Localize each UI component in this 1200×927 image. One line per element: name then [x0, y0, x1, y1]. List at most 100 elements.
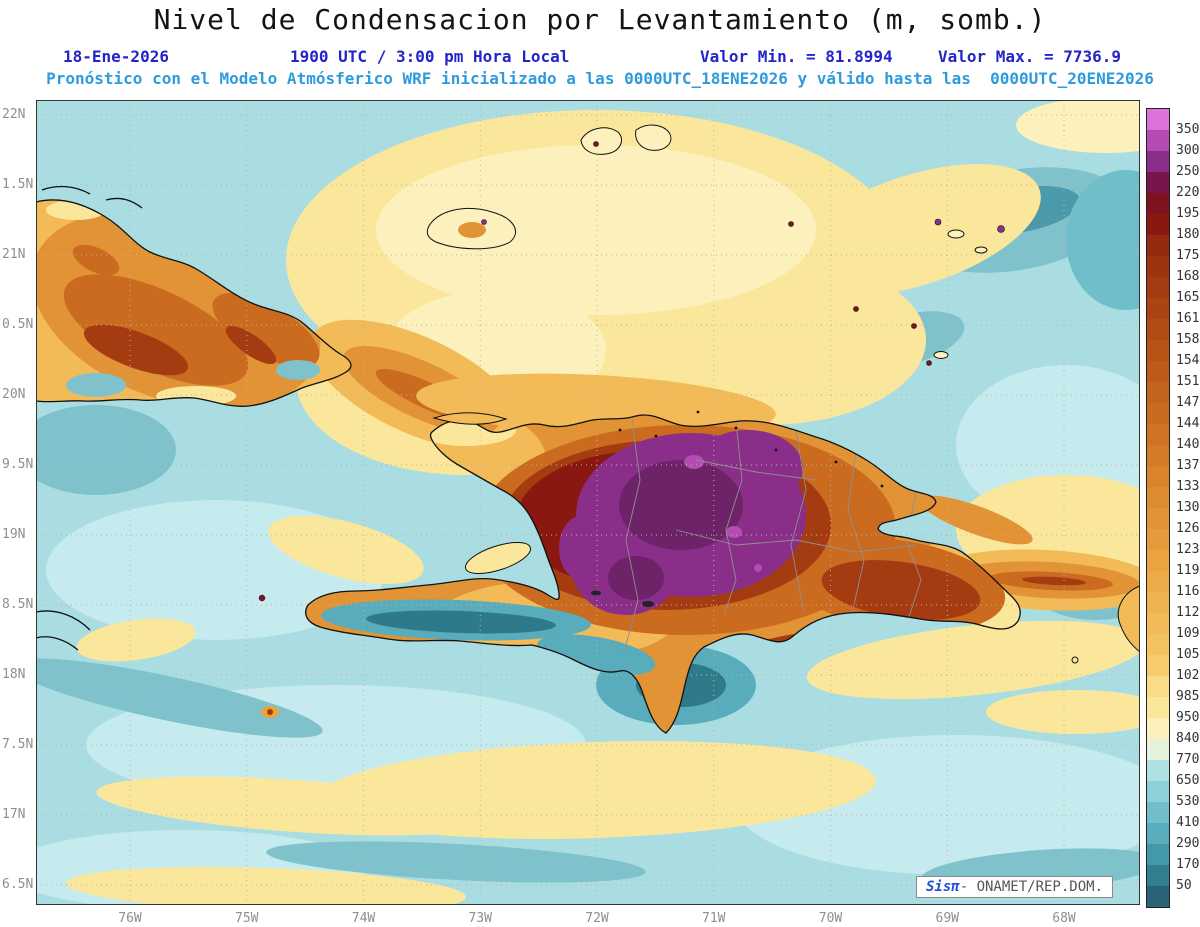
colorbar-tick-label: 1300: [1176, 500, 1200, 515]
colorbar-segment: [1147, 718, 1169, 739]
map-canvas: [6, 97, 1196, 914]
colorbar-tick-label: 1335: [1176, 479, 1200, 494]
value-max-label: Valor Max. = 7736.9: [938, 47, 1122, 66]
lat-tick-label: 1.5N: [2, 177, 34, 192]
colorbar-segment: [1147, 424, 1169, 445]
colorbar-segment: [1147, 865, 1169, 886]
colorbar-tick-label: 1615: [1176, 311, 1200, 326]
colorbar: [1146, 108, 1170, 908]
colorbar-segment: [1147, 634, 1169, 655]
colorbar-tick-label: 770: [1176, 752, 1200, 767]
lat-tick-label: 18N: [2, 667, 26, 682]
colorbar-tick-label: 1650: [1176, 290, 1200, 305]
colorbar-segment: [1147, 802, 1169, 823]
colorbar-segment: [1147, 298, 1169, 319]
lon-tick-label: 76W: [118, 911, 142, 926]
lat-tick-label: 22N: [2, 107, 26, 122]
colorbar-segment: [1147, 613, 1169, 634]
colorbar-tick-label: 840: [1176, 731, 1200, 746]
watermark-sis: Sisπ: [926, 879, 960, 895]
colorbar-segment: [1147, 214, 1169, 235]
model-init-line: Pronóstico con el Modelo Atmósferico WRF…: [46, 69, 1154, 88]
colorbar-tick-label: 1405: [1176, 437, 1200, 452]
lat-tick-label: 17N: [2, 807, 26, 822]
colorbar-tick-label: 2200: [1176, 185, 1200, 200]
lon-tick-label: 75W: [235, 911, 259, 926]
lat-tick-label: 9.5N: [2, 457, 34, 472]
colorbar-segment: [1147, 340, 1169, 361]
colorbar-tick-label: 650: [1176, 773, 1200, 788]
colorbar-tick-label: 290: [1176, 836, 1200, 851]
colorbar-segment: [1147, 886, 1169, 907]
colorbar-segment: [1147, 445, 1169, 466]
colorbar-tick-label: 3000: [1176, 143, 1200, 158]
colorbar-segment: [1147, 571, 1169, 592]
colorbar-tick-label: 1020: [1176, 668, 1200, 683]
lat-tick-label: 19N: [2, 527, 26, 542]
contour-map: [6, 97, 1196, 914]
coastlines: [35, 185, 1021, 734]
colorbar-segment: [1147, 403, 1169, 424]
colorbar-segment: [1147, 130, 1169, 151]
lon-tick-label: 68W: [1052, 911, 1076, 926]
colorbar-segment: [1147, 109, 1169, 130]
lat-tick-label: 0.5N: [2, 317, 34, 332]
colorbar-tick-label: 1090: [1176, 626, 1200, 641]
forecast-time: 1900 UTC / 3:00 pm Hora Local: [290, 47, 570, 66]
lat-tick-label: 6.5N: [2, 877, 34, 892]
colorbar-tick-label: 1055: [1176, 647, 1200, 662]
colorbar-segment: [1147, 676, 1169, 697]
map-specks: [258, 410, 884, 718]
lat-tick-label: 20N: [2, 387, 26, 402]
colorbar-segment: [1147, 508, 1169, 529]
colorbar-tick-label: 1545: [1176, 353, 1200, 368]
colorbar-tick-label: 1160: [1176, 584, 1200, 599]
colorbar-segment: [1147, 655, 1169, 676]
colorbar-segment: [1147, 697, 1169, 718]
colorbar-tick-label: 1580: [1176, 332, 1200, 347]
lon-tick-label: 69W: [935, 911, 959, 926]
lon-tick-label: 70W: [818, 911, 843, 926]
colorbar-tick-label: 1750: [1176, 248, 1200, 263]
colorbar-tick-label: 410: [1176, 815, 1200, 830]
lat-tick-label: 8.5N: [2, 597, 34, 612]
colorbar-tick-label: 50: [1176, 878, 1192, 893]
page-title: Nivel de Condensacion por Levantamiento …: [153, 3, 1047, 36]
colorbar-tick-label: 1265: [1176, 521, 1200, 536]
colorbar-tick-label: 3500: [1176, 122, 1200, 137]
colorbar-tick-label: 1440: [1176, 416, 1200, 431]
colorbar-segment: [1147, 382, 1169, 403]
watermark: Sisπ- ONAMET/REP.DOM.: [916, 876, 1114, 898]
colorbar-segment: [1147, 592, 1169, 613]
colorbar-segment: [1147, 319, 1169, 340]
lat-tick-label: 7.5N: [2, 737, 34, 752]
colorbar-tick-label: 1475: [1176, 395, 1200, 410]
colorbar-segment: [1147, 256, 1169, 277]
colorbar-tick-label: 1950: [1176, 206, 1200, 221]
colorbar-segment: [1147, 844, 1169, 865]
lon-tick-label: 74W: [351, 911, 376, 926]
lat-tick-label: 21N: [2, 247, 26, 262]
small-islands: [426, 124, 1141, 664]
colorbar-segment: [1147, 487, 1169, 508]
lon-tick-label: 73W: [468, 911, 492, 926]
colorbar-tick-label: 1800: [1176, 227, 1200, 242]
colorbar-segment: [1147, 361, 1169, 382]
forecast-date: 18-Ene-2026: [63, 47, 169, 66]
colorbar-tick-label: 1195: [1176, 563, 1200, 578]
colorbar-segment: [1147, 739, 1169, 760]
colorbar-tick-label: 1510: [1176, 374, 1200, 389]
colorbar-segment: [1147, 193, 1169, 214]
colorbar-segment: [1147, 550, 1169, 571]
colorbar-segment: [1147, 781, 1169, 802]
colorbar-segment: [1147, 235, 1169, 256]
colorbar-tick-label: 1230: [1176, 542, 1200, 557]
colorbar-segment: [1147, 277, 1169, 298]
value-min-label: Valor Min. = 81.8994: [700, 47, 893, 66]
colorbar-tick-label: 1685: [1176, 269, 1200, 284]
colorbar-tick-label: 1125: [1176, 605, 1200, 620]
colorbar-segment: [1147, 172, 1169, 193]
colorbar-tick-label: 950: [1176, 710, 1200, 725]
lon-tick-label: 72W: [585, 911, 609, 926]
